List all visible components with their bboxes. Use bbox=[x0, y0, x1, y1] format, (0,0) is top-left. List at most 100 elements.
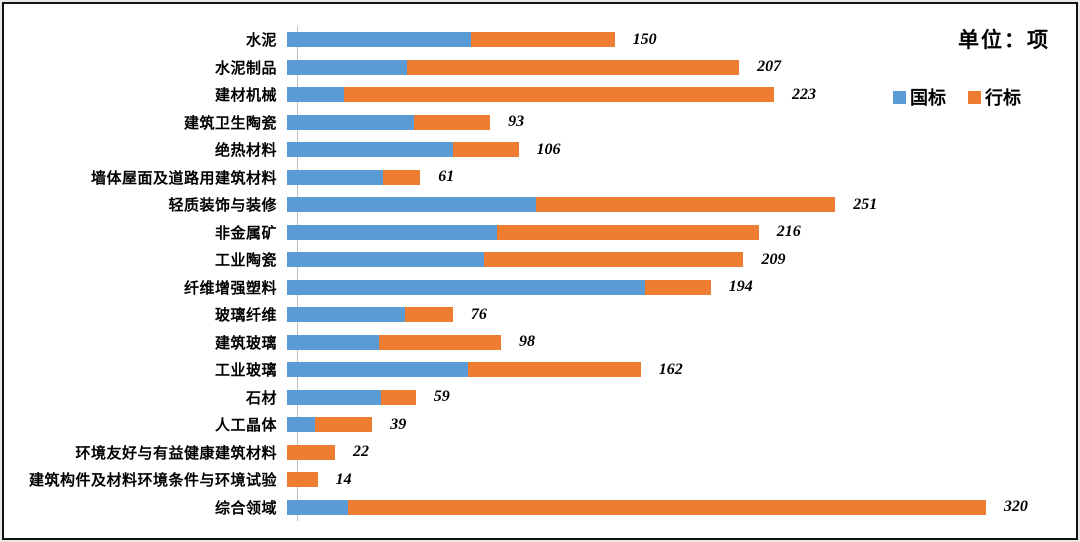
category-label: 建筑玻璃 bbox=[214, 334, 277, 352]
category-label: 绝热材料 bbox=[214, 142, 277, 160]
bar-track: 320 bbox=[287, 494, 1072, 522]
guobiao-bar-segment bbox=[287, 389, 381, 405]
bar-track: 39 bbox=[287, 411, 1072, 439]
legend: 国标 行标 bbox=[893, 84, 1021, 110]
hangbiao-bar-segment bbox=[287, 444, 335, 460]
category-label: 石材 bbox=[245, 389, 277, 407]
guobiao-legend-swatch bbox=[893, 90, 906, 104]
value-label: 320 bbox=[1003, 498, 1028, 516]
category-label: 轻质装饰与装修 bbox=[168, 197, 277, 215]
category-label: 工业陶瓷 bbox=[214, 252, 277, 270]
value-label: 223 bbox=[791, 85, 816, 103]
guobiao-legend-label: 国标 bbox=[910, 88, 946, 108]
hangbiao-bar-segment bbox=[348, 499, 986, 515]
hangbiao-bar-segment bbox=[287, 472, 318, 488]
bar-row: 综合领域 320 bbox=[12, 494, 1072, 522]
category-label: 水泥 bbox=[245, 32, 277, 50]
bar-row: 建材机械 223 bbox=[12, 81, 1072, 109]
category-label: 非金属矿 bbox=[214, 224, 277, 242]
bar-track: 93 bbox=[287, 109, 1072, 137]
bar-row: 建筑构件及材料环境条件与环境试验 14 bbox=[12, 466, 1072, 494]
hangbiao-bar-segment bbox=[483, 252, 744, 268]
value-label: 14 bbox=[335, 470, 352, 488]
hangbiao-bar-segment bbox=[470, 32, 615, 48]
guobiao-bar-segment bbox=[287, 32, 471, 48]
bar-track: 251 bbox=[287, 191, 1072, 219]
category-label: 建筑构件及材料环境条件与环境试验 bbox=[28, 472, 277, 490]
bar-track: 194 bbox=[287, 274, 1072, 302]
value-label: 209 bbox=[761, 250, 786, 268]
guobiao-bar-segment bbox=[287, 362, 469, 378]
value-label: 61 bbox=[438, 168, 455, 186]
category-label: 工业玻璃 bbox=[214, 362, 277, 380]
bar-track: 59 bbox=[287, 384, 1072, 412]
bar-row: 环境友好与有益健康建筑材料 22 bbox=[12, 439, 1072, 467]
hangbiao-bar-segment bbox=[407, 59, 740, 75]
bar-track: 14 bbox=[287, 466, 1072, 494]
hangbiao-legend-swatch bbox=[968, 90, 981, 104]
guobiao-bar-segment bbox=[287, 334, 379, 350]
bar-row: 轻质装饰与装修 251 bbox=[12, 191, 1072, 219]
bar-row: 水泥制品 207 bbox=[12, 54, 1072, 82]
bar-track: 162 bbox=[287, 356, 1072, 384]
hangbiao-bar-segment bbox=[453, 142, 519, 158]
hangbiao-bar-segment bbox=[343, 87, 774, 103]
value-label: 162 bbox=[658, 360, 683, 378]
guobiao-bar-segment bbox=[287, 114, 414, 130]
value-label: 59 bbox=[433, 388, 450, 406]
hangbiao-bar-segment bbox=[378, 334, 501, 350]
guobiao-bar-segment bbox=[287, 224, 497, 240]
hangbiao-bar-segment bbox=[380, 389, 416, 405]
bar-row: 工业玻璃 162 bbox=[12, 356, 1072, 384]
bar-row: 纤维增强塑料 194 bbox=[12, 274, 1072, 302]
guobiao-bar-segment bbox=[287, 307, 405, 323]
guobiao-bar-segment bbox=[287, 279, 646, 295]
guobiao-bar-segment bbox=[287, 417, 316, 433]
category-label: 综合领域 bbox=[214, 499, 277, 517]
bar-track: 216 bbox=[287, 219, 1072, 247]
category-label: 建筑卫生陶瓷 bbox=[183, 114, 277, 132]
guobiao-bar-segment bbox=[287, 169, 384, 185]
category-label: 纤维增强塑料 bbox=[183, 279, 277, 297]
unit-label: 单位：项 bbox=[958, 29, 1050, 52]
legend-item-hangbiao: 行标 bbox=[968, 84, 1021, 110]
value-label: 98 bbox=[518, 333, 535, 351]
category-label: 建材机械 bbox=[214, 87, 277, 105]
bar-track: 22 bbox=[287, 439, 1072, 467]
bar-track: 150 bbox=[287, 26, 1072, 54]
bar-row: 墙体屋面及道路用建筑材料 61 bbox=[12, 164, 1072, 192]
hangbiao-bar-segment bbox=[404, 307, 453, 323]
guobiao-bar-segment bbox=[287, 499, 349, 515]
bar-row: 非金属矿 216 bbox=[12, 219, 1072, 247]
category-label: 环境友好与有益健康建筑材料 bbox=[75, 444, 277, 462]
bar-track: 106 bbox=[287, 136, 1072, 164]
category-label: 玻璃纤维 bbox=[214, 307, 277, 325]
guobiao-bar-segment bbox=[287, 142, 453, 158]
hangbiao-bar-segment bbox=[413, 114, 491, 130]
legend-item-guobiao: 国标 bbox=[893, 84, 946, 110]
value-label: 22 bbox=[353, 443, 369, 461]
category-label: 水泥制品 bbox=[214, 59, 277, 77]
bar-row: 建筑玻璃 98 bbox=[12, 329, 1072, 357]
value-label: 216 bbox=[776, 223, 801, 241]
category-label: 人工晶体 bbox=[214, 417, 277, 435]
guobiao-bar-segment bbox=[287, 59, 408, 75]
value-label: 207 bbox=[757, 58, 782, 76]
value-label: 93 bbox=[508, 113, 525, 131]
bar-track: 209 bbox=[287, 246, 1072, 274]
value-label: 251 bbox=[853, 195, 878, 213]
plot-area: 水泥 150 水泥制品 207 建材机械 223 建筑卫生陶瓷 93 绝热材料 106 墙体屋面及道… bbox=[12, 26, 1072, 521]
hangbiao-legend-label: 行标 bbox=[985, 88, 1021, 108]
hangbiao-bar-segment bbox=[383, 169, 421, 185]
category-label: 墙体屋面及道路用建筑材料 bbox=[90, 169, 277, 187]
bar-track: 223 bbox=[287, 81, 1072, 109]
hangbiao-bar-segment bbox=[536, 197, 836, 213]
hangbiao-bar-segment bbox=[468, 362, 641, 378]
guobiao-bar-segment bbox=[287, 87, 344, 103]
guobiao-bar-segment bbox=[287, 252, 484, 268]
category-axis-line bbox=[297, 26, 298, 521]
value-label: 150 bbox=[632, 30, 657, 48]
bar-track: 76 bbox=[287, 301, 1072, 329]
bar-track: 207 bbox=[287, 54, 1072, 82]
value-label: 194 bbox=[728, 278, 753, 296]
